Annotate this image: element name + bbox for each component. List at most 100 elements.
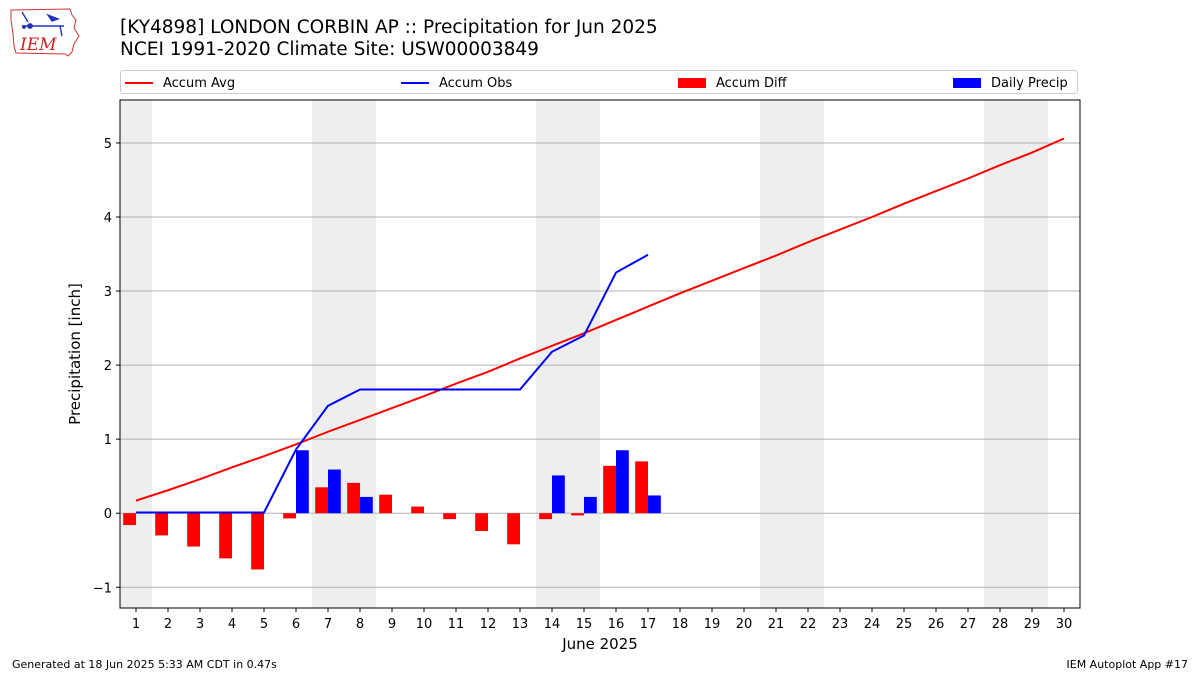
bars — [123, 450, 661, 570]
daily-precip-bar — [648, 495, 661, 514]
x-tick-label: 18 — [672, 617, 689, 632]
iowa-state-outline-icon — [10, 8, 80, 57]
weekend-band — [312, 100, 344, 608]
x-tick-label: 25 — [896, 617, 913, 632]
x-tick-label: 28 — [992, 617, 1009, 632]
accum-diff-bar — [539, 513, 552, 520]
x-tick-label: 22 — [800, 617, 817, 632]
legend-label: Accum Avg — [163, 75, 236, 91]
weekend-band — [1016, 100, 1048, 608]
accum-diff-bar — [187, 513, 200, 547]
chart-title: [KY4898] LONDON CORBIN AP :: Precipitati… — [120, 17, 658, 61]
x-tick-label: 11 — [448, 617, 465, 632]
legend-entry-accum-obs: Accum Obs — [401, 74, 512, 92]
accum-diff-bar — [283, 513, 296, 519]
x-tick-label: 2 — [164, 617, 172, 632]
x-tick-label: 6 — [292, 617, 300, 632]
daily-precip-bar — [584, 496, 597, 514]
x-tick-label: 21 — [768, 617, 785, 632]
x-tick-label: 23 — [832, 617, 849, 632]
y-tick-label: 5 — [104, 137, 112, 152]
x-tick-label: 10 — [416, 617, 433, 632]
x-tick-label: 1 — [132, 617, 140, 632]
y-axis-ticks: −1 0 1 2 3 4 5 — [93, 137, 120, 596]
y-axis-label: Precipitation [inch] — [66, 283, 84, 425]
footer-generated: Generated at 18 Jun 2025 5:33 AM CDT in … — [12, 658, 277, 671]
x-tick-label: 14 — [544, 617, 561, 632]
title-line-1: [KY4898] LONDON CORBIN AP :: Precipitati… — [120, 17, 658, 38]
legend-label: Daily Precip — [991, 75, 1068, 91]
x-tick-label: 3 — [196, 617, 204, 632]
accum-diff-bar — [347, 482, 360, 514]
legend-entry-daily-precip: Daily Precip — [953, 74, 1068, 92]
x-tick-label: 16 — [608, 617, 625, 632]
daily-precip-bar — [616, 450, 629, 514]
weekend-band — [760, 100, 792, 608]
x-tick-label: 9 — [388, 617, 396, 632]
weekend-band — [984, 100, 1016, 608]
y-tick-label: 0 — [104, 507, 112, 522]
y-tick-label: −1 — [93, 581, 112, 596]
accum-diff-bar — [635, 461, 648, 514]
y-tick-label: 2 — [104, 359, 112, 374]
x-tick-label: 5 — [260, 617, 268, 632]
y-tick-label: 3 — [104, 285, 112, 300]
weekend-band — [120, 100, 152, 608]
x-tick-label: 24 — [864, 617, 881, 632]
legend-label: Accum Obs — [439, 75, 513, 91]
legend-swatch-box-blue — [953, 78, 981, 88]
x-tick-label: 27 — [960, 617, 977, 632]
footer-app: IEM Autoplot App #17 — [1066, 658, 1189, 671]
accum-avg-line — [135, 137, 1065, 502]
legend-entry-accum-avg: Accum Avg — [125, 74, 235, 92]
x-tick-label: 19 — [704, 617, 721, 632]
accum-diff-bar — [315, 487, 328, 514]
weekend-band — [536, 100, 568, 608]
accum-diff-bar — [475, 513, 488, 531]
x-axis-ticks: 1 2 3 4 5 6 7 8 9 10 11 12 13 14 15 16 17 18 19 20 21 22 23 24 2… — [132, 608, 1072, 632]
x-tick-label: 29 — [1024, 617, 1041, 632]
x-tick-label: 8 — [356, 617, 364, 632]
daily-precip-bar — [552, 475, 565, 514]
legend-entry-accum-diff: Accum Diff — [678, 74, 787, 92]
weather-station-icon — [21, 11, 64, 37]
accum-diff-bar — [123, 513, 136, 526]
accum-diff-bar — [507, 513, 520, 545]
accum-diff-bar — [571, 513, 584, 516]
series-lines — [135, 137, 1065, 514]
chart-legend: Accum Avg Accum Obs Accum Diff Daily Pre… — [120, 70, 1078, 94]
accum-diff-bar — [411, 506, 424, 514]
x-tick-label: 30 — [1056, 617, 1073, 632]
x-tick-label: 17 — [640, 617, 657, 632]
legend-swatch-box-red — [678, 78, 706, 88]
grid-lines — [120, 142, 1080, 588]
accum-obs-line — [136, 253, 649, 514]
weekend-band — [568, 100, 600, 608]
legend-label: Accum Diff — [716, 75, 787, 91]
weekend-band — [344, 100, 376, 608]
title-line-2: NCEI 1991-2020 Climate Site: USW00003849 — [120, 39, 539, 60]
accum-diff-bar — [443, 513, 456, 520]
plot-frame — [119, 99, 1081, 609]
x-tick-label: 4 — [228, 617, 236, 632]
accum-diff-bar — [603, 465, 616, 514]
logo-text: IEM — [19, 35, 57, 55]
accum-diff-bar — [219, 513, 232, 559]
legend-swatch-line-blue — [401, 82, 429, 84]
y-tick-label: 1 — [104, 433, 112, 448]
daily-precip-bar — [296, 450, 309, 514]
x-tick-label: 20 — [736, 617, 753, 632]
x-axis-label: June 2025 — [561, 635, 638, 653]
x-tick-label: 13 — [512, 617, 529, 632]
x-tick-label: 7 — [324, 617, 332, 632]
accum-diff-bar — [251, 513, 264, 570]
accum-diff-bar — [155, 513, 168, 536]
daily-precip-bar — [328, 469, 341, 514]
x-tick-label: 15 — [576, 617, 593, 632]
legend-swatch-line-red — [125, 82, 153, 84]
accum-diff-bar — [379, 494, 392, 514]
x-tick-label: 26 — [928, 617, 945, 632]
y-tick-label: 4 — [104, 211, 112, 226]
iem-logo: IEM — [10, 8, 80, 57]
